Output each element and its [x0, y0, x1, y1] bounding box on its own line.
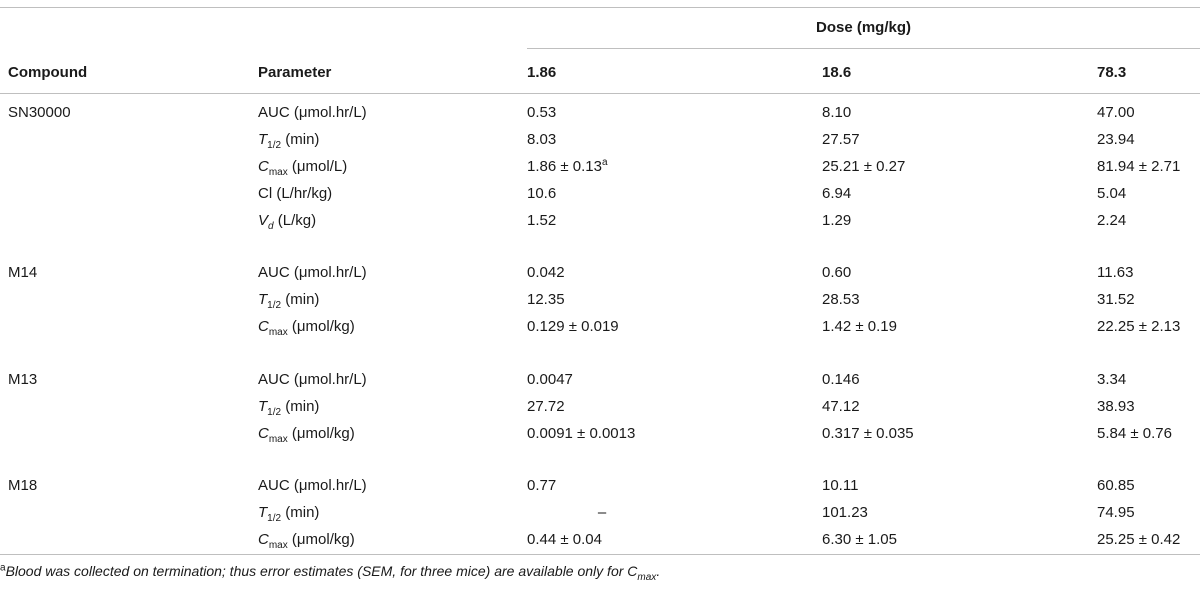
- table-cell-empty: –: [597, 504, 607, 521]
- table-cell: 74.95: [1097, 504, 1135, 521]
- table-cell: 10.6: [527, 185, 557, 202]
- table-cell: 1.42 ± 0.19: [822, 318, 897, 335]
- compound-name: M18: [8, 477, 38, 494]
- table-cell: 22.25 ± 2.13: [1097, 318, 1181, 335]
- parameter-label: Cl (L/hr/kg): [258, 185, 333, 202]
- table-cell: 5.84 ± 0.76: [1097, 425, 1172, 442]
- table-cell: 0.129 ± 0.019: [527, 318, 619, 335]
- column-header-dose-3: 78.3: [1097, 64, 1127, 81]
- compound-name: SN30000: [8, 104, 71, 121]
- column-header-dose-1: 1.86: [527, 64, 557, 81]
- parameter-label: T1/2 (min): [258, 131, 320, 151]
- table-cell: 10.11: [822, 477, 859, 494]
- parameter-label: T1/2 (min): [258, 291, 320, 311]
- table-cell: 0.53: [527, 104, 557, 121]
- column-header-compound: Compound: [8, 64, 88, 81]
- table-cell: 12.35: [527, 291, 565, 308]
- parameter-label: T1/2 (min): [258, 504, 320, 524]
- table-cell: 1.86 ± 0.13a: [527, 157, 608, 176]
- compound-name: M14: [8, 264, 38, 281]
- table-cell: 0.146: [822, 371, 860, 388]
- table-cell: 0.317 ± 0.035: [822, 425, 914, 442]
- parameter-label: AUC (μmol.hr/L): [258, 371, 367, 388]
- compound-name: M13: [8, 371, 38, 388]
- table-cell: 101.23: [822, 504, 868, 521]
- footnote-marker: a: [601, 157, 608, 168]
- parameter-label: Cmax (μmol/kg): [258, 318, 355, 338]
- dose-header: Dose (mg/kg): [815, 19, 911, 36]
- table-cell: 0.0091 ± 0.0013: [527, 425, 636, 442]
- dose-header-rule: [527, 48, 1200, 49]
- table-cell: 11.63: [1097, 264, 1134, 281]
- table-cell: 3.34: [1097, 371, 1127, 388]
- table-cell: 25.25 ± 0.42: [1097, 531, 1181, 548]
- table-cell: 0.77: [527, 477, 557, 494]
- table-cell: 8.03: [527, 131, 557, 148]
- table-cell: 1.29: [822, 212, 852, 229]
- parameter-label: Vd (L/kg): [258, 212, 317, 232]
- table-cell: 0.042: [527, 264, 565, 281]
- table-cell: 2.24: [1097, 212, 1127, 229]
- table-cell: 0.44 ± 0.04: [527, 531, 602, 548]
- table-cell: 27.72: [527, 398, 565, 415]
- parameter-label: AUC (μmol.hr/L): [258, 264, 367, 281]
- column-header-dose-2: 18.6: [822, 64, 852, 81]
- table-cell: 23.94: [1097, 131, 1135, 148]
- table-cell: 31.52: [1097, 291, 1135, 308]
- header-bottom-rule: [0, 93, 1200, 94]
- table-footnote: aBlood was collected on termination; thu…: [0, 562, 661, 583]
- table-cell: 81.94 ± 2.71: [1097, 158, 1181, 175]
- table-cell: 6.94: [822, 185, 852, 202]
- table-cell: 47.00: [1097, 104, 1135, 121]
- table-cell: 0.60: [822, 264, 852, 281]
- table-bottom-rule: [0, 554, 1200, 555]
- parameter-label: Cmax (μmol/kg): [258, 425, 355, 445]
- parameter-label: Cmax (μmol/kg): [258, 531, 355, 551]
- table-cell: 1.52: [527, 212, 557, 229]
- table-cell: 47.12: [822, 398, 860, 415]
- table-cell: 28.53: [822, 291, 860, 308]
- table-cell: 8.10: [822, 104, 852, 121]
- table-cell: 25.21 ± 0.27: [822, 158, 906, 175]
- table-cell: 6.30 ± 1.05: [822, 531, 897, 548]
- parameter-label: AUC (μmol.hr/L): [258, 477, 367, 494]
- table-cell: 5.04: [1097, 185, 1127, 202]
- table-cell: 27.57: [822, 131, 860, 148]
- parameter-label: AUC (μmol.hr/L): [258, 104, 367, 121]
- table-cell: 38.93: [1097, 398, 1135, 415]
- parameter-label: T1/2 (min): [258, 398, 320, 418]
- table-cell: 0.0047: [527, 371, 573, 388]
- parameter-label: Cmax (μmol/L): [258, 158, 348, 178]
- table-top-rule: [0, 7, 1200, 8]
- table-cell: 60.85: [1097, 477, 1135, 494]
- column-header-parameter: Parameter: [258, 64, 332, 81]
